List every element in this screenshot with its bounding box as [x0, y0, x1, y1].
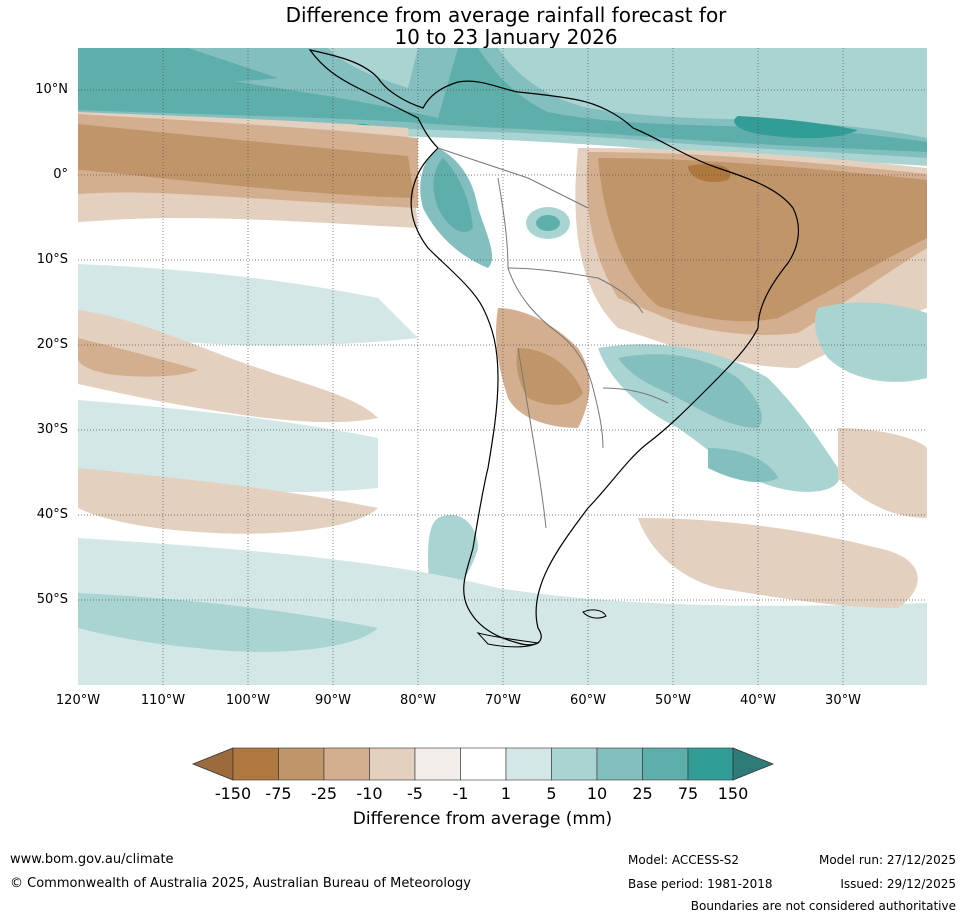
- colorbar-segment-8: [551, 747, 598, 781]
- colorbar-segment-10: [642, 747, 689, 781]
- lat-label-20s: 20°S: [36, 337, 68, 352]
- colorbar-tick-2: -75: [265, 784, 292, 803]
- lon-label-80w: 80°W: [400, 693, 436, 708]
- colorbar-segment-2: [278, 747, 325, 781]
- colorbar-tick-10: 25: [632, 784, 653, 803]
- colorbar: [191, 747, 775, 781]
- colorbar-tick-4: -10: [356, 784, 383, 803]
- colorbar-segment-3: [323, 747, 370, 781]
- colorbar-extend-low: [191, 747, 234, 781]
- lon-label-90w: 90°W: [315, 693, 351, 708]
- copyright-text: © Commonwealth of Australia 2025, Austra…: [10, 876, 471, 891]
- lat-label-10s: 10°S: [36, 252, 68, 267]
- south-america-outline-icon: [308, 49, 800, 646]
- falkland-islands-icon: [582, 609, 607, 619]
- anomaly-region-southern-ocean-teal-mid: [78, 593, 378, 652]
- anomaly-region-far-east-brown: [838, 428, 927, 518]
- graticule: [78, 48, 927, 685]
- anomaly-region-south-atlantic-brown: [638, 518, 918, 608]
- anomaly-region-paraguay-brown: [516, 348, 583, 405]
- lat-label-10n: 10°N: [35, 82, 68, 97]
- colorbar-tick-8: 5: [546, 784, 557, 803]
- country-boundaries: [437, 147, 669, 529]
- lon-label-70w: 70°W: [485, 693, 521, 708]
- lat-label-0: 0°: [53, 167, 68, 182]
- issued-text: Issued: 29/12/2025: [840, 877, 956, 891]
- anomaly-region-northwest-teal: [78, 48, 278, 82]
- anomaly-region-brazil-brown-strong: [598, 158, 927, 322]
- disclaimer-text: Boundaries are not considered authoritat…: [690, 899, 956, 913]
- lat-label-50s: 50°S: [36, 592, 68, 607]
- colorbar-label: Difference from average (mm): [352, 809, 613, 829]
- lat-label-40s: 40°S: [36, 507, 68, 522]
- title-line-1: Difference from average rainfall forecas…: [285, 3, 727, 27]
- anomaly-region-east-atlantic-teal: [815, 302, 927, 382]
- model-text: Model: ACCESS-S2: [628, 853, 740, 867]
- anomaly-region-pacific-brown-south: [78, 468, 378, 534]
- colorbar-tick-12: 150: [717, 784, 749, 803]
- lon-label-40w: 40°W: [740, 693, 776, 708]
- colorbar-tick-9: 10: [586, 784, 608, 803]
- rainfall-anomaly-map: [78, 48, 927, 685]
- anomaly-region-south-atlantic-teal-mid: [618, 354, 762, 428]
- colorbar-segment-4: [369, 747, 416, 781]
- anomaly-region-south-atlantic-teal-core: [708, 448, 778, 483]
- colorbar-tick-11: 75: [677, 784, 699, 803]
- chart-title: Difference from average rainfall forecas…: [0, 4, 965, 48]
- colorbar-extend-high: [732, 747, 775, 781]
- colorbar-segment-1: [232, 747, 279, 781]
- website-link[interactable]: www.bom.gov.au/climate: [10, 852, 174, 867]
- anomaly-region-amazon-teal-spot-core: [536, 215, 560, 231]
- colorbar-segment-5: [414, 747, 461, 781]
- model-run-text: Model run: 27/12/2025: [818, 853, 956, 867]
- anomaly-region-pacific-brown-inner: [78, 338, 198, 377]
- lon-label-110w: 110°W: [140, 693, 186, 708]
- colorbar-tick-6: -1: [452, 784, 469, 803]
- title-line-2: 10 to 23 January 2026: [394, 25, 618, 49]
- anomaly-region-amazon-teal-inner: [433, 158, 473, 232]
- colorbar-segment-6: [460, 747, 507, 781]
- base-period-text: Base period: 1981-2018: [628, 877, 773, 891]
- lon-label-60w: 60°W: [570, 693, 606, 708]
- colorbar-segment-11: [687, 747, 734, 781]
- colorbar-tick-3: -25: [310, 784, 338, 803]
- anomaly-region-pacific-brown-band: [78, 310, 378, 423]
- lon-label-100w: 100°W: [225, 693, 271, 708]
- lat-label-30s: 30°S: [36, 422, 68, 437]
- colorbar-tick-1: -150: [214, 784, 252, 803]
- anomaly-region-equatorial-brown-strong: [78, 124, 414, 198]
- tierra-del-fuego-icon: [476, 632, 540, 648]
- anomaly-region-north-teal-strong: [78, 48, 927, 152]
- colorbar-tick-7: 1: [500, 784, 512, 803]
- lon-label-120w: 120°W: [55, 693, 101, 708]
- colorbar-tick-5: -5: [407, 784, 423, 803]
- lon-label-30w: 30°W: [825, 693, 861, 708]
- colorbar-segment-9: [596, 747, 643, 781]
- anomaly-region-north-teal-core: [734, 116, 858, 139]
- colorbar-segment-7: [505, 747, 552, 781]
- anomaly-region-pacific-teal-south: [78, 400, 378, 493]
- anomaly-region-pacific-teal-band: [78, 264, 418, 346]
- lon-label-50w: 50°W: [655, 693, 691, 708]
